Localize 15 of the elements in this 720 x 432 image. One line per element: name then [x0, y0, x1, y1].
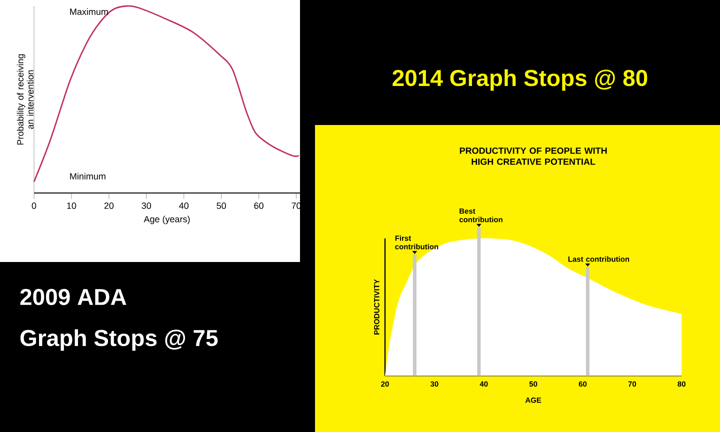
- x-axis-title: Age (years): [144, 216, 190, 224]
- annotation: Minimum: [70, 172, 106, 180]
- chart-title: PRODUCTIVITY OF PEOPLE WITH HIGH CREATIVE POTENTIAL: [460, 148, 607, 165]
- x-tick-label: 40: [179, 202, 189, 209]
- x-tick-label: 60: [254, 202, 264, 209]
- x-tick-label: 20: [104, 202, 114, 209]
- text: 2014 Graph Stops @ 80: [392, 69, 648, 91]
- y-axis-title: Probability of receiving an intervention: [16, 54, 34, 145]
- text: Graph Stops @ 75: [20, 329, 218, 351]
- x-tick-label: 30: [142, 202, 152, 209]
- x-tick-label: 10: [67, 202, 76, 209]
- x-tick-label: 0: [32, 202, 36, 209]
- x-tick-label: 50: [216, 202, 226, 209]
- annotation: Maximum: [70, 8, 108, 15]
- text: 2009 ADA: [20, 288, 126, 306]
